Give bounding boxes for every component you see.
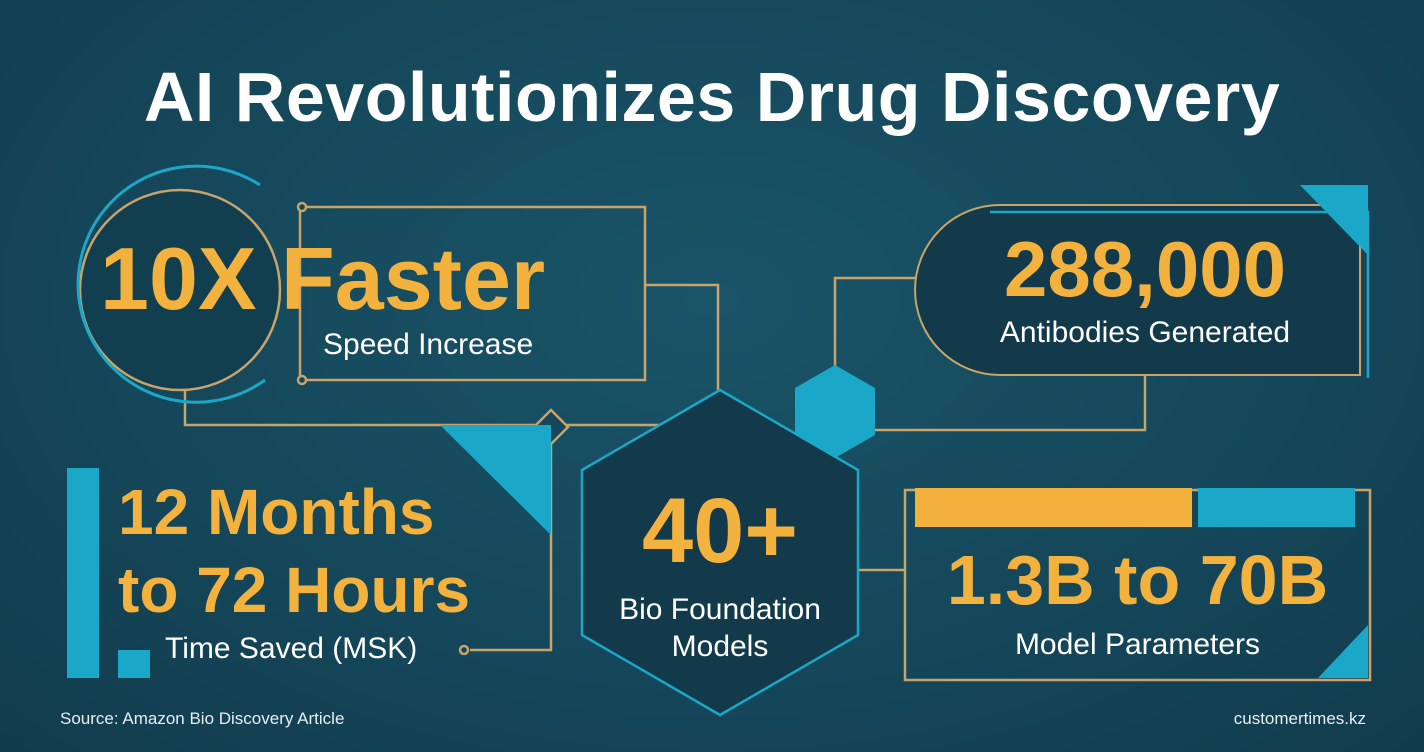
source: Source: Amazon Bio Discovery Article [60, 709, 345, 728]
stat-value: 40+ [641, 480, 799, 582]
stat-value: 12 Months [118, 476, 435, 548]
stat-value: to 72 Hours [118, 554, 471, 626]
stat-label: Models [671, 630, 769, 663]
stat-label: Model Parameters [1014, 628, 1261, 661]
stat-value: 10X Faster [100, 229, 546, 328]
stat-label: Bio Foundation [619, 593, 821, 626]
stat-value: 1.3B to 70B [946, 541, 1329, 619]
site: customertimes.kz [1233, 709, 1366, 728]
stat-label: Time Saved (MSK) [165, 632, 418, 665]
stat-label: Antibodies Generated [999, 316, 1291, 349]
stat-value: 288,000 [1004, 225, 1286, 313]
title: AI Revolutionizes Drug Discovery [143, 58, 1281, 136]
stat-label: Speed Increase [323, 328, 534, 361]
